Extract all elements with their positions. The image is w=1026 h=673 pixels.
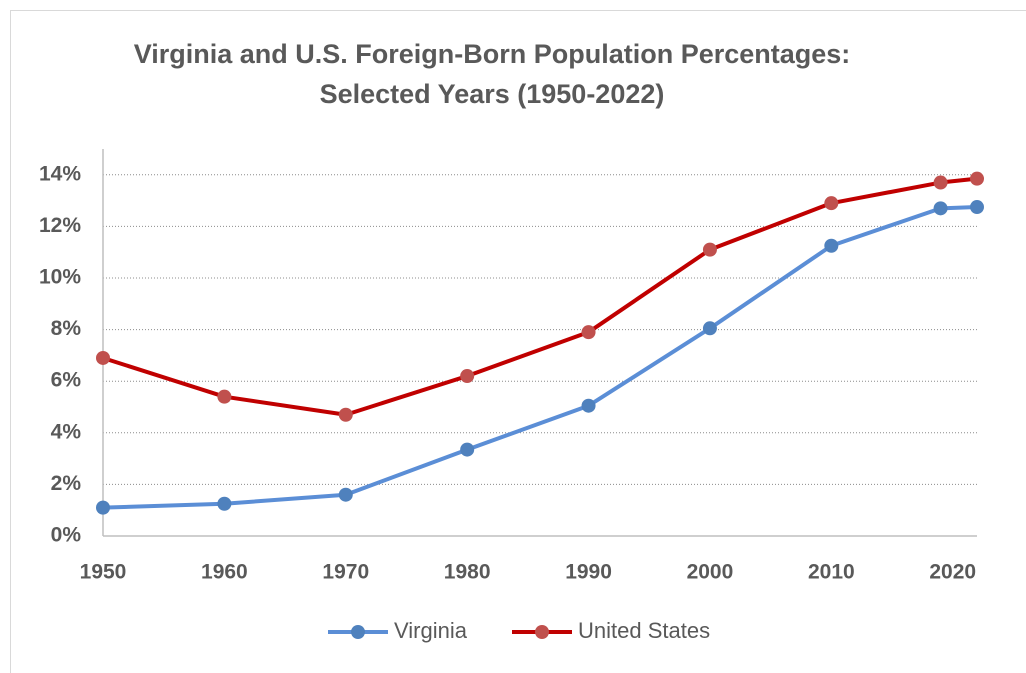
chart-border	[10, 10, 1026, 673]
x-tick-label: 1950	[80, 561, 127, 584]
legend-label: Virginia	[394, 618, 468, 643]
x-tick-label: 1980	[444, 561, 491, 584]
chart-title: Selected Years (1950-2022)	[320, 79, 665, 109]
y-tick-label: 0%	[51, 524, 82, 547]
chart-title: Virginia and U.S. Foreign-Born Populatio…	[134, 39, 851, 69]
data-point	[338, 487, 353, 502]
y-tick-label: 12%	[39, 214, 81, 237]
data-point	[460, 369, 475, 384]
y-tick-label: 2%	[51, 472, 82, 495]
legend-marker	[351, 625, 365, 639]
series-line	[102, 176, 978, 417]
legend-label: United States	[578, 618, 710, 643]
data-point	[581, 398, 596, 413]
data-point	[581, 325, 596, 340]
x-tick-label: 2010	[808, 561, 855, 584]
data-point	[824, 196, 839, 211]
x-tick-label: 1960	[201, 561, 248, 584]
x-tick-label: 2020	[929, 561, 976, 584]
series-line	[102, 205, 978, 510]
data-point	[933, 201, 948, 216]
y-tick-label: 14%	[39, 162, 81, 185]
data-point	[96, 350, 110, 365]
data-point	[460, 442, 475, 457]
data-point	[217, 389, 232, 404]
legend-marker	[535, 625, 549, 639]
data-point	[217, 496, 232, 511]
y-tick-label: 4%	[51, 420, 82, 443]
y-tick-label: 6%	[51, 369, 82, 392]
x-tick-label: 1970	[322, 561, 369, 584]
x-tick-label: 2000	[687, 561, 734, 584]
data-point	[933, 175, 948, 190]
data-point	[702, 321, 717, 336]
data-point	[96, 500, 110, 515]
y-tick-label: 10%	[39, 266, 81, 289]
data-point	[970, 171, 984, 186]
data-point	[970, 200, 984, 215]
x-tick-label: 1990	[565, 561, 612, 584]
data-point	[702, 242, 717, 257]
data-point	[338, 407, 353, 422]
y-tick-label: 8%	[51, 317, 82, 340]
data-point	[824, 238, 839, 253]
